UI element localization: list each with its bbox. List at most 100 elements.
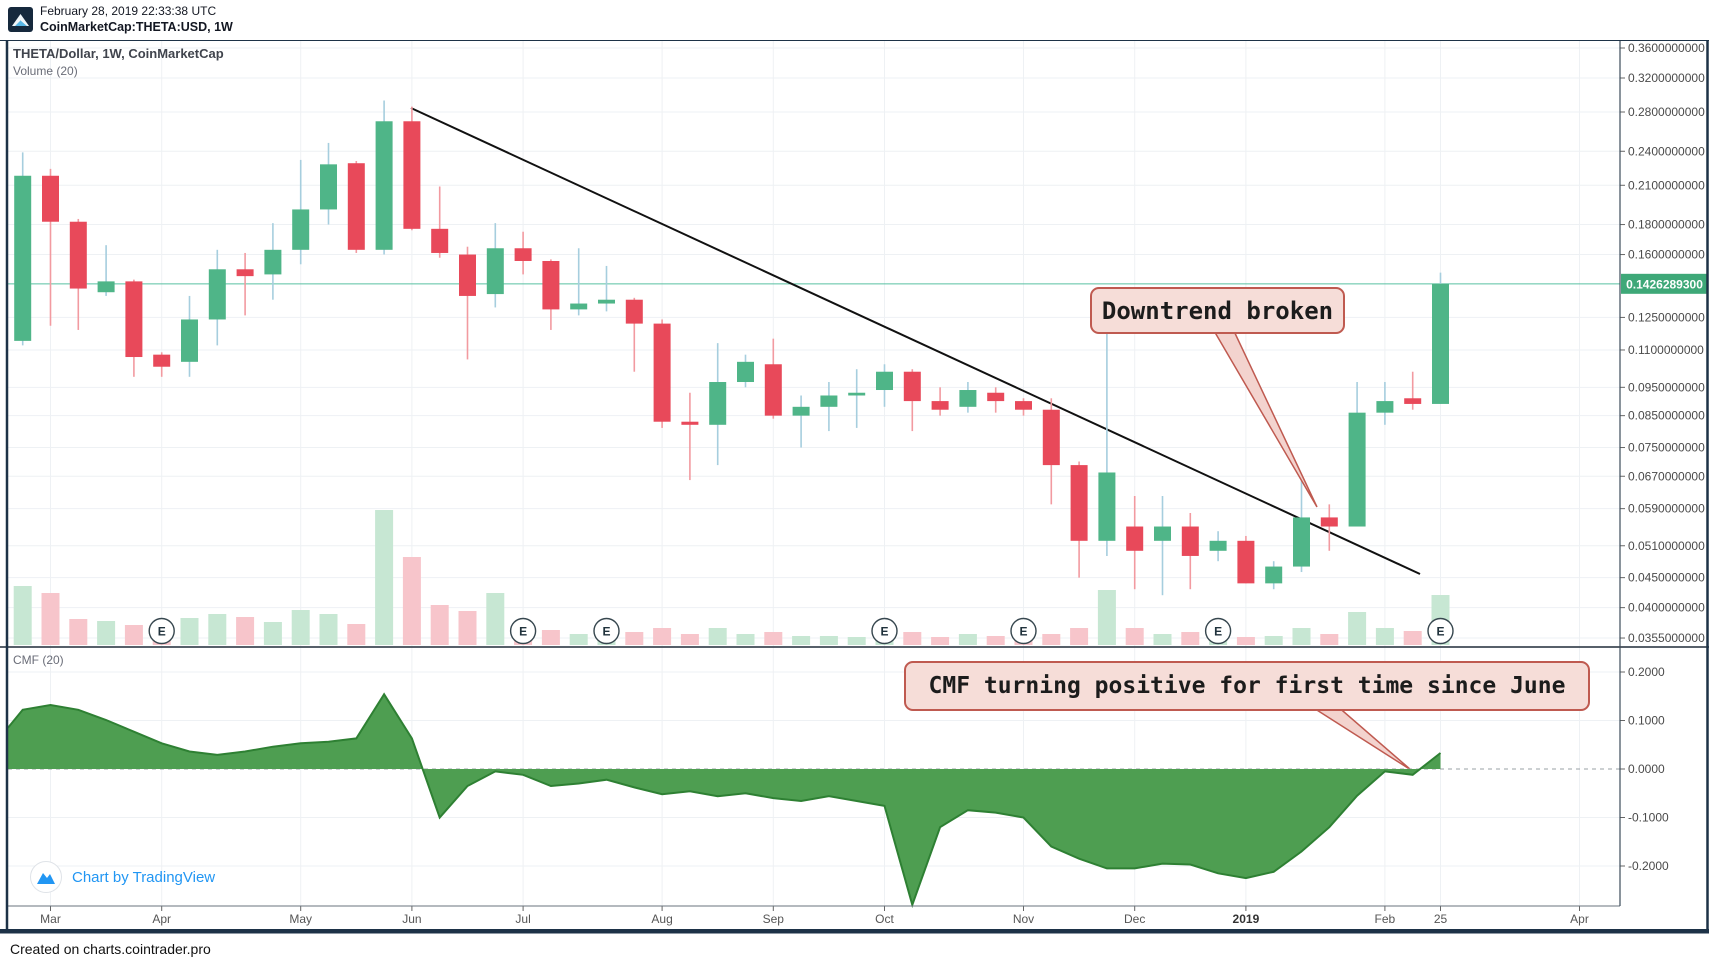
candle[interactable] bbox=[14, 175, 32, 341]
candle[interactable] bbox=[792, 406, 810, 416]
price-axis-labels: 0.3600000000 0.3200000000 0.2800000000 0.24… bbox=[1620, 41, 1708, 873]
volume-bar bbox=[903, 632, 922, 645]
volume-bar bbox=[69, 619, 88, 645]
price-tick-label: 0.3200000000 bbox=[1628, 71, 1705, 85]
volume-bar bbox=[1181, 632, 1200, 645]
candle[interactable] bbox=[1181, 526, 1199, 556]
volume-bar bbox=[1042, 634, 1061, 645]
event-badge-circle[interactable] bbox=[1427, 617, 1454, 645]
time-tick-label: 25 bbox=[1434, 912, 1448, 926]
candle[interactable] bbox=[1432, 283, 1449, 404]
candle[interactable] bbox=[514, 248, 532, 261]
candle[interactable] bbox=[737, 361, 754, 383]
candle[interactable] bbox=[653, 323, 671, 422]
candle[interactable] bbox=[1126, 526, 1144, 551]
volume-bar bbox=[1070, 628, 1089, 645]
candle[interactable] bbox=[431, 228, 449, 253]
candle[interactable] bbox=[1237, 540, 1255, 584]
event-badge-letter: E bbox=[519, 625, 527, 639]
candle[interactable] bbox=[542, 260, 560, 310]
time-axis-labels: Mar Apr May Jun Jul Aug Sep Oct Nov Dec 2019 Feb 25 A… bbox=[40, 906, 1589, 926]
time-tick-label: Sep bbox=[763, 912, 785, 926]
candle[interactable] bbox=[375, 121, 393, 250]
candle[interactable] bbox=[625, 299, 643, 324]
candle[interactable] bbox=[42, 175, 59, 222]
tradingview-attribution-label: Chart by TradingView bbox=[72, 868, 216, 886]
event-badge-letter: E bbox=[158, 625, 166, 639]
candle[interactable] bbox=[181, 319, 198, 362]
tradingview-attribution[interactable]: Chart by TradingView bbox=[30, 861, 215, 893]
candle[interactable] bbox=[931, 401, 949, 410]
downtrend-broken-callout[interactable]: Downtrend broken bbox=[1090, 287, 1345, 334]
chart-title-legend[interactable]: THETA/Dollar, 1W, CoinMarketCap bbox=[13, 46, 224, 61]
candle[interactable] bbox=[1320, 517, 1338, 527]
event-badge-circle[interactable] bbox=[509, 617, 537, 645]
candle[interactable] bbox=[486, 248, 504, 295]
cmf-tick-label: 0.2000 bbox=[1628, 665, 1665, 679]
candle[interactable] bbox=[903, 371, 921, 402]
cmf-area[interactable] bbox=[8, 694, 1441, 905]
candle[interactable] bbox=[459, 254, 476, 296]
candle[interactable] bbox=[153, 354, 171, 367]
candle[interactable] bbox=[320, 164, 337, 210]
candle[interactable] bbox=[1348, 412, 1366, 527]
candle[interactable] bbox=[292, 209, 310, 250]
candle[interactable] bbox=[1070, 465, 1088, 541]
candle[interactable] bbox=[959, 390, 977, 407]
event-badge-circle[interactable] bbox=[1204, 617, 1232, 645]
candle[interactable] bbox=[1015, 401, 1032, 410]
event-badge-letter: E bbox=[880, 625, 888, 639]
candle[interactable] bbox=[347, 163, 365, 250]
trendline-drawing[interactable] bbox=[410, 107, 1421, 575]
candle[interactable] bbox=[876, 371, 893, 391]
volume-bar bbox=[1153, 634, 1172, 645]
volume-bar bbox=[680, 634, 699, 645]
candle[interactable] bbox=[848, 392, 866, 396]
candle[interactable] bbox=[1376, 401, 1394, 413]
volume-bar bbox=[1320, 634, 1339, 645]
snapshot-datetime: February 28, 2019 22:33:38 UTC bbox=[40, 4, 217, 18]
volume-bar bbox=[375, 510, 394, 645]
volume-series bbox=[13, 510, 1450, 645]
chart-frame bbox=[0, 39, 1709, 934]
candle[interactable] bbox=[570, 303, 588, 310]
candle[interactable] bbox=[264, 249, 282, 275]
candle[interactable] bbox=[1209, 540, 1227, 551]
event-badge-letter: E bbox=[602, 625, 610, 639]
candle[interactable] bbox=[709, 382, 727, 425]
candle[interactable] bbox=[97, 281, 115, 293]
candle[interactable] bbox=[764, 364, 782, 416]
tradingview-logo-icon bbox=[30, 861, 62, 893]
event-badge-circle[interactable] bbox=[593, 617, 620, 645]
candle[interactable] bbox=[681, 421, 699, 425]
volume-bar bbox=[1125, 628, 1144, 645]
event-badge-letter: E bbox=[1214, 625, 1222, 639]
footer-bar: Created on charts.cointrader.pro bbox=[0, 936, 1709, 964]
cmf-indicator-legend[interactable]: CMF (20) bbox=[13, 653, 64, 667]
candle[interactable] bbox=[208, 269, 226, 320]
candle[interactable] bbox=[1293, 517, 1310, 567]
candle[interactable] bbox=[598, 299, 615, 304]
candle[interactable] bbox=[125, 281, 143, 358]
candle[interactable] bbox=[1154, 526, 1171, 541]
cmf-positive-callout[interactable]: CMF turning positive for first time sinc… bbox=[904, 661, 1590, 711]
candle[interactable] bbox=[1265, 566, 1283, 584]
candle[interactable] bbox=[1404, 398, 1422, 404]
price-tick-label: 0.0750000000 bbox=[1628, 441, 1705, 455]
candle[interactable] bbox=[236, 269, 254, 277]
event-badge-circle[interactable] bbox=[1010, 617, 1037, 645]
candle[interactable] bbox=[403, 121, 421, 229]
cmf-line bbox=[7, 692, 1442, 909]
candle[interactable] bbox=[820, 395, 838, 407]
volume-indicator-legend[interactable]: Volume (20) bbox=[13, 64, 78, 78]
candle[interactable] bbox=[69, 221, 87, 289]
candle[interactable] bbox=[1042, 409, 1060, 466]
volume-bar bbox=[1097, 590, 1116, 645]
candle[interactable] bbox=[1098, 472, 1116, 541]
event-badge-circle[interactable] bbox=[871, 617, 898, 645]
volume-bar bbox=[958, 634, 977, 645]
candle[interactable] bbox=[987, 392, 1005, 402]
event-badge-circle[interactable] bbox=[148, 617, 175, 645]
volume-bar bbox=[1292, 628, 1311, 645]
